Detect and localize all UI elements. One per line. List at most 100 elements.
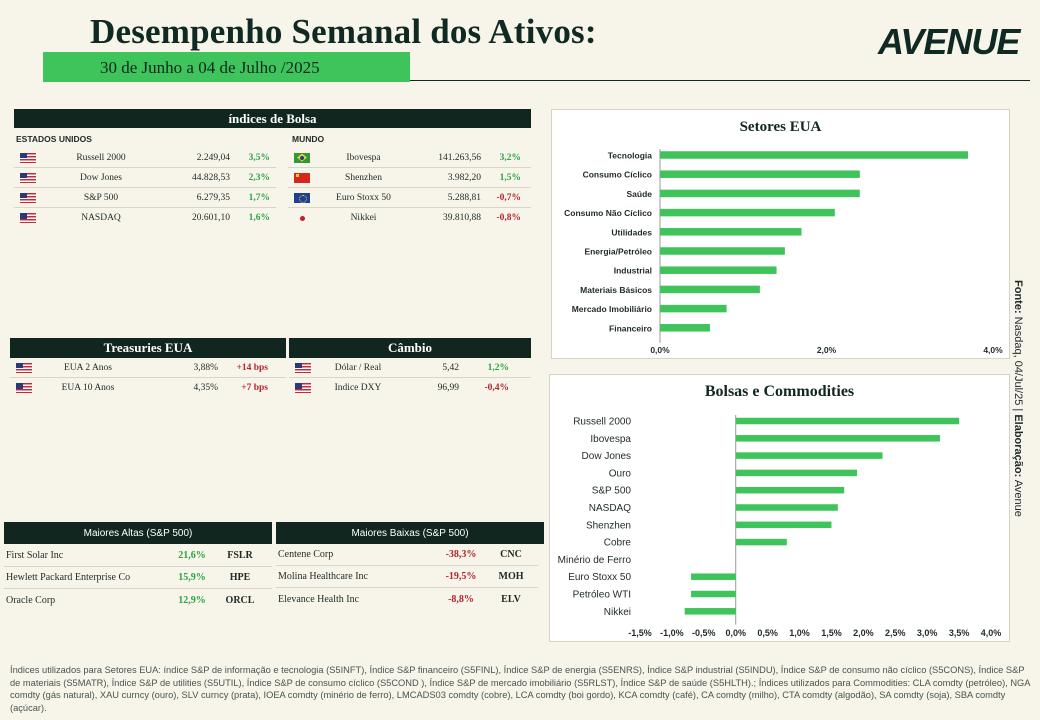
bar [660,189,860,198]
tick-label: 0,0% [725,628,746,638]
us-flag-icon [295,362,311,373]
tick-label: 3,0% [917,628,938,638]
baixas-table: Centene Corp -38,3% CNC Molina Healthcare … [276,544,538,610]
table-row: Dow Jones 44.828,53 2,3% [14,168,276,188]
world-label: MUNDO [292,134,325,144]
category-label: Energia/Petróleo [584,247,652,257]
bolsas-chart-panel: Bolsas e Commodities Russell 2000 Ibovesp… [549,374,1010,642]
category-label: Russell 2000 [573,417,631,428]
bar [660,208,835,217]
table-row: Euro Stoxx 50 5.288,81 -0,7% [288,188,531,208]
bar [660,247,785,255]
us-flag-icon [16,383,32,393]
baixas-header: Maiores Baixas (S&P 500) [276,522,544,544]
indices-header: índices de Bolsa [14,109,531,128]
bar [735,435,940,442]
bar [684,608,736,615]
us-flag-icon [295,383,311,393]
treasuries-table: EUA 2 Anos 3,88% +14 bps EUA 10 Anos 4,35% +… [10,358,286,398]
category-label: Euro Stoxx 50 [568,572,631,583]
category-label: Cobre [604,538,632,549]
tick-label: 0,0% [650,345,670,355]
category-label: Minério de Ferro [558,555,632,566]
category-label: Petróleo WTI [573,590,631,601]
setores-chart-title: Setores EUA [739,119,822,135]
table-row: Dólar / Real 5,42 1,2% [289,358,531,378]
category-label: Ibovespa [590,434,631,445]
tick-label: 3,5% [949,628,970,638]
cambio-table: Dólar / Real 5,42 1,2% Índice DXY 96,99 -0,4… [289,358,531,398]
tick-label: 4,0% [981,628,1002,638]
bar [660,304,727,313]
table-row: Índice DXY 96,99 -0,4% [289,378,531,398]
category-label: Dow Jones [582,451,631,462]
category-label: Ouro [609,468,632,479]
treasuries-header: Treasuries EUA [10,338,286,358]
bar [660,228,802,236]
us-flag-icon [20,152,36,163]
bar [660,266,777,274]
tick-label: -0,5% [692,628,716,638]
bar [735,538,787,546]
category-label: Utilidades [611,227,652,237]
table-row: NASDAQ 20.601,10 1,6% [14,208,276,228]
table-row: Russell 2000 2.249,04 3,5% [14,148,276,168]
table-row: EUA 10 Anos 4,35% +7 bps [10,378,286,398]
altas-header: Maiores Altas (S&P 500) [4,522,272,544]
bar [735,452,883,459]
bar [735,521,832,529]
tick-label: 2,0% [853,628,874,638]
setores-chart: Tecnologia Consumo Cíclico Saúde Consumo Nã… [564,149,1003,355]
bar [735,486,845,494]
logo-text: AVENUE [877,22,1021,62]
category-label: S&P 500 [592,486,632,497]
date-band [43,52,410,82]
us-label: ESTADOS UNIDOS [16,134,92,144]
table-row: Elevance Health Inc -8,8% ELV [278,593,521,605]
table-row: Ibovespa 141.263,56 3,2% [288,148,531,168]
table-row: EUA 2 Anos 3,88% +14 bps [10,358,286,378]
page-title: Desempenho Semanal dos Ativos: [90,12,597,51]
tick-label: -1,5% [628,628,652,638]
us-flag-icon [20,213,36,223]
tick-label: 1,5% [821,628,842,638]
bar [660,324,710,332]
bar [735,417,960,425]
altas-table: First Solar Inc 21,6% FSLR Hewlett Packard… [4,545,272,611]
bar [660,151,969,159]
source-note: Fonte: Nasdaq, 04/Jul/25 | Elaboração: A… [1012,280,1024,517]
tick-label: 2,0% [817,345,837,355]
category-label: Consumo Cíclico [583,170,652,180]
japan-flag-icon [294,213,310,223]
category-label: Nikkei [604,607,631,618]
table-row: Centene Corp -38,3% CNC [276,544,538,566]
bar [735,504,838,511]
us-indices-table: Russell 2000 2.249,04 3,5% Dow Jones 44.828… [14,148,276,228]
tick-label: 2,5% [885,628,906,638]
footer-note: Índices utilizados para Setores EUA: índ… [10,665,1030,713]
tick-label: 0,5% [757,628,778,638]
table-row: Molina Healthcare Inc -19,5% MOH [276,566,538,588]
eu-flag-icon [294,192,310,203]
table-row: Nikkei 39.810,88 -0,8% [288,208,531,228]
bar [735,469,857,477]
world-indices-table: Ibovespa 141.263,56 3,2% Shenzhen 3.982,20 1… [288,148,531,228]
bar [691,573,736,580]
category-label: Saúde [626,189,652,199]
category-label: Tecnologia [608,151,653,161]
table-row: First Solar Inc 21,6% FSLR [4,545,272,567]
category-label: Shenzhen [586,520,631,531]
bar [691,590,736,598]
category-label: NASDAQ [589,503,631,514]
table-row: Shenzhen 3.982,20 1,5% [288,168,531,188]
category-label: Mercado Imobiliário [572,304,652,314]
tick-label: 1,0% [789,628,810,638]
us-flag-icon [16,362,32,373]
tick-label: -1,0% [660,628,684,638]
bar [660,170,860,178]
us-flag-icon [20,172,36,183]
setores-chart-panel: Setores EUA Tecnologia Consumo Cíclico Saú… [551,109,1010,359]
china-flag-icon [294,172,310,183]
bolsas-chart: Russell 2000 Ibovespa Dow Jones Ouro S&P 500… [558,415,1002,638]
table-row: S&P 500 6.279,35 1,7% [14,188,276,208]
